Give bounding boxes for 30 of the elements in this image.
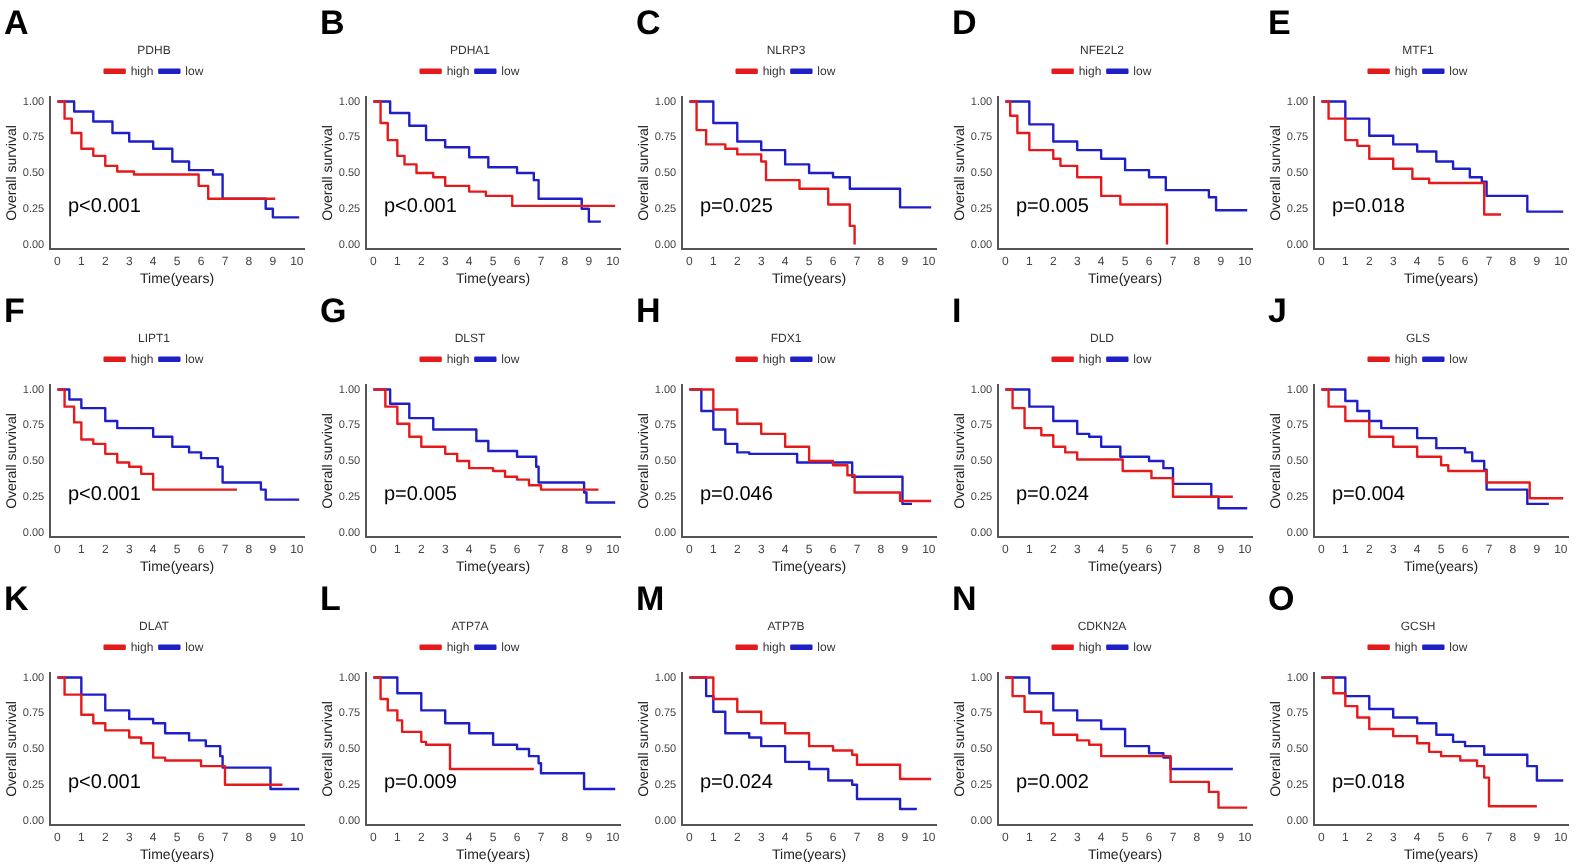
annotation: p=0.046	[699, 483, 774, 506]
chart-title: D	[952, 3, 977, 42]
chart-title: C	[636, 3, 661, 42]
chart-title: J	[1268, 291, 1287, 330]
chart-title: E	[1268, 3, 1291, 42]
annotation: p<0.001	[67, 483, 142, 506]
chart-title: N	[952, 579, 977, 618]
chart-title: A	[4, 3, 29, 42]
annotation: p=0.002	[1015, 771, 1090, 794]
chart-title: O	[1268, 579, 1295, 618]
chart-title: G	[320, 291, 347, 330]
annotation: p=0.005	[1015, 195, 1090, 218]
annotation: p=0.024	[1015, 483, 1090, 506]
chart-title: L	[320, 579, 341, 618]
annotation: p=0.018	[1331, 195, 1406, 218]
annotation: p<0.001	[67, 771, 142, 794]
annotation: p<0.001	[67, 195, 142, 218]
annotation: p=0.004	[1331, 483, 1406, 506]
chart-title: I	[952, 291, 962, 330]
chart-title: F	[4, 291, 25, 330]
annotation: p=0.009	[383, 771, 458, 794]
annotation: p=0.025	[699, 195, 774, 218]
annotation: p=0.018	[1331, 771, 1406, 794]
chart-title: H	[636, 291, 661, 330]
annotation: p=0.005	[383, 483, 458, 506]
chart-title: M	[636, 579, 665, 618]
annotation: p<0.001	[383, 195, 458, 218]
annotation: p=0.024	[699, 771, 774, 794]
chart-title: B	[320, 3, 345, 42]
chart-title: K	[4, 579, 30, 618]
